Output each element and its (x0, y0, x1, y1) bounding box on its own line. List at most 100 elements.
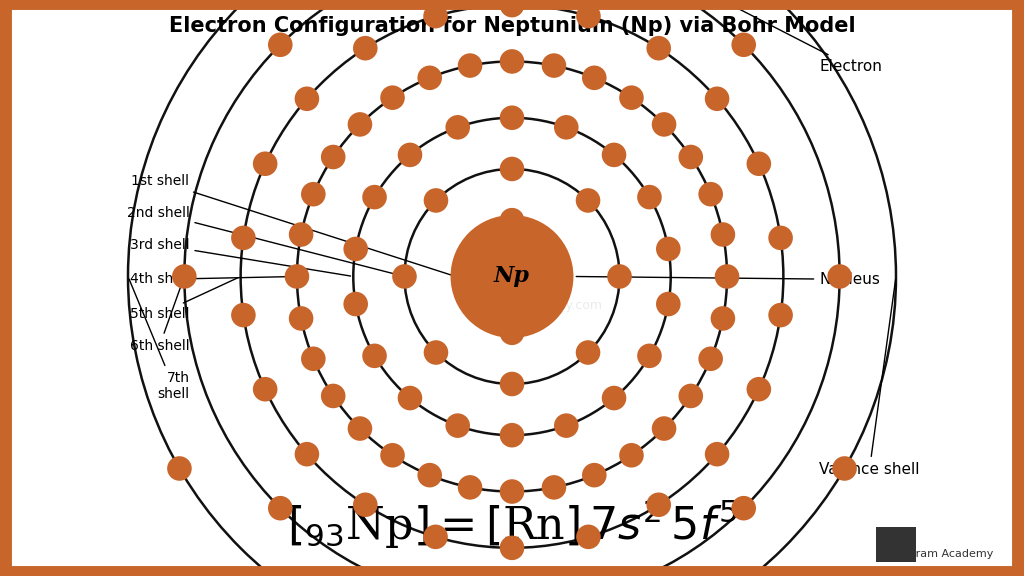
Text: Diagram Academy: Diagram Academy (890, 549, 993, 559)
Ellipse shape (768, 226, 793, 250)
Ellipse shape (301, 182, 326, 206)
Ellipse shape (253, 151, 278, 176)
Ellipse shape (289, 222, 313, 247)
Text: $[_{93}\mathregular{Np}] = [\mathregular{Rn}]\,7s^2\,5f^5$: $[_{93}\mathregular{Np}] = [\mathregular… (287, 497, 737, 551)
Ellipse shape (500, 0, 524, 17)
Ellipse shape (651, 112, 676, 137)
Ellipse shape (343, 237, 368, 261)
Ellipse shape (542, 475, 566, 499)
Ellipse shape (679, 145, 703, 169)
Ellipse shape (289, 306, 313, 331)
Ellipse shape (348, 112, 373, 137)
Ellipse shape (620, 443, 644, 468)
Ellipse shape (458, 475, 482, 499)
Ellipse shape (542, 54, 566, 78)
Ellipse shape (418, 463, 442, 487)
Ellipse shape (424, 340, 449, 365)
Ellipse shape (392, 264, 417, 289)
Ellipse shape (451, 215, 573, 338)
Ellipse shape (715, 264, 739, 289)
Ellipse shape (500, 105, 524, 130)
Text: Electron Configuration for Neptunium (Np) via Bohr Model: Electron Configuration for Neptunium (Np… (169, 16, 855, 36)
Ellipse shape (397, 386, 422, 410)
Ellipse shape (602, 143, 627, 167)
Text: diagramacademy.com: diagramacademy.com (463, 299, 602, 312)
Ellipse shape (268, 496, 293, 521)
Ellipse shape (295, 442, 319, 467)
Ellipse shape (500, 49, 524, 74)
Ellipse shape (321, 145, 345, 169)
Ellipse shape (295, 86, 319, 111)
Ellipse shape (698, 182, 723, 206)
Ellipse shape (500, 208, 524, 233)
Ellipse shape (424, 188, 449, 213)
Ellipse shape (500, 157, 524, 181)
Ellipse shape (500, 536, 524, 560)
Ellipse shape (268, 32, 293, 57)
Ellipse shape (602, 386, 627, 410)
Ellipse shape (768, 303, 793, 327)
Ellipse shape (731, 32, 756, 57)
Ellipse shape (231, 303, 256, 327)
Ellipse shape (362, 343, 387, 368)
Text: 7th
shell: 7th shell (129, 279, 189, 401)
Text: 6th shell: 6th shell (130, 279, 189, 353)
Ellipse shape (343, 292, 368, 316)
Ellipse shape (746, 377, 771, 401)
Ellipse shape (554, 115, 579, 139)
Ellipse shape (637, 343, 662, 368)
Ellipse shape (711, 306, 735, 331)
Ellipse shape (348, 416, 373, 441)
Ellipse shape (731, 496, 756, 521)
Ellipse shape (646, 492, 671, 517)
Ellipse shape (711, 222, 735, 247)
Ellipse shape (418, 66, 442, 90)
Ellipse shape (554, 414, 579, 438)
Ellipse shape (397, 143, 422, 167)
Ellipse shape (651, 416, 676, 441)
Ellipse shape (380, 85, 404, 110)
Ellipse shape (705, 86, 729, 111)
Ellipse shape (500, 320, 524, 345)
Ellipse shape (705, 442, 729, 467)
Ellipse shape (746, 151, 771, 176)
Ellipse shape (500, 372, 524, 396)
Ellipse shape (458, 54, 482, 78)
Text: 2nd shell: 2nd shell (127, 206, 401, 276)
Ellipse shape (353, 36, 378, 60)
Ellipse shape (582, 66, 606, 90)
Ellipse shape (637, 185, 662, 210)
Text: Nucleus: Nucleus (577, 272, 880, 287)
Text: 3rd shell: 3rd shell (130, 238, 350, 276)
Ellipse shape (321, 384, 345, 408)
Ellipse shape (575, 188, 600, 213)
Ellipse shape (698, 347, 723, 371)
Ellipse shape (285, 264, 309, 289)
Ellipse shape (172, 264, 197, 289)
Text: Electron: Electron (514, 0, 882, 74)
Bar (876, 527, 916, 562)
Ellipse shape (362, 185, 387, 210)
Ellipse shape (500, 423, 524, 448)
Ellipse shape (423, 4, 447, 28)
Ellipse shape (620, 85, 644, 110)
Ellipse shape (656, 292, 681, 316)
Text: 1st shell: 1st shell (131, 175, 453, 276)
Ellipse shape (445, 115, 470, 139)
Ellipse shape (577, 525, 601, 549)
Ellipse shape (500, 479, 524, 504)
Ellipse shape (301, 347, 326, 371)
Ellipse shape (607, 264, 632, 289)
Text: Np: Np (494, 266, 530, 287)
Ellipse shape (679, 384, 703, 408)
Ellipse shape (582, 463, 606, 487)
Ellipse shape (380, 443, 404, 468)
Text: 4th shell: 4th shell (130, 272, 294, 286)
Ellipse shape (575, 340, 600, 365)
Ellipse shape (646, 36, 671, 60)
Ellipse shape (656, 237, 681, 261)
Ellipse shape (833, 456, 857, 481)
Ellipse shape (353, 492, 378, 517)
Ellipse shape (445, 414, 470, 438)
Ellipse shape (231, 226, 256, 250)
